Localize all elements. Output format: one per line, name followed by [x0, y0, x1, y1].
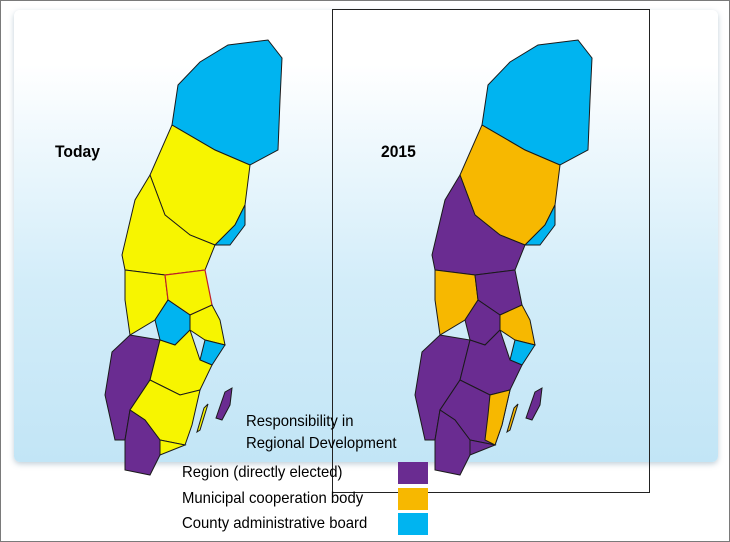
legend-item-county-board: County administrative board — [182, 513, 442, 537]
legend-swatch-region — [398, 462, 428, 484]
legend-label: Municipal cooperation body — [182, 490, 364, 507]
map-today — [104, 39, 283, 476]
2015-island-oland — [506, 403, 519, 434]
legend-title-line2: Regional Development — [246, 435, 397, 452]
legend-title: Responsibility in Regional Development — [246, 411, 397, 455]
today-region-blekinge — [159, 439, 187, 456]
map-2015 — [414, 39, 593, 476]
2015-region-blekinge — [469, 439, 497, 456]
legend-label: Region (directly elected) — [182, 464, 343, 481]
map-2015-frame — [332, 9, 650, 493]
legend-label: County administrative board — [182, 515, 368, 532]
2015-region-vasternorrland — [523, 204, 556, 246]
map-label-today: Today — [55, 142, 100, 161]
today-island-gotland — [215, 387, 233, 421]
legend-swatch-cooperation — [398, 488, 428, 510]
legend-title-line1: Responsibility in — [246, 413, 354, 430]
today-region-vasternorrland — [213, 204, 246, 246]
map-label-2015: 2015 — [381, 142, 416, 161]
legend-item-region: Region (directly elected) — [182, 462, 442, 486]
2015-island-gotland — [525, 387, 543, 421]
legend-swatch-county-board — [398, 513, 428, 535]
today-island-oland — [196, 403, 209, 434]
legend-item-cooperation: Municipal cooperation body — [182, 488, 442, 512]
